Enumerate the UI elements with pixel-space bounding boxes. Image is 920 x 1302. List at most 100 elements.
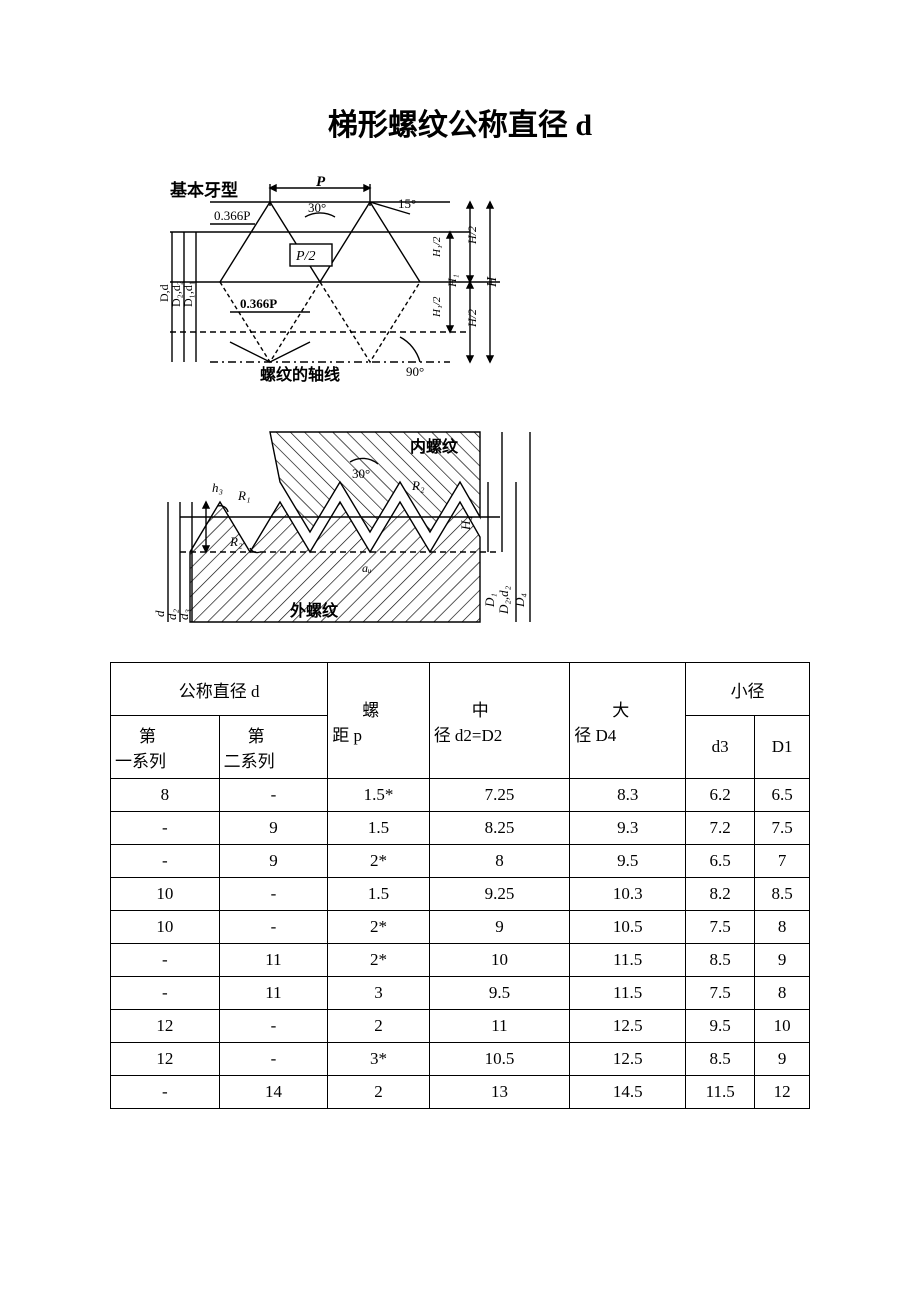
label-inner-thread: 内螺纹 bbox=[410, 437, 459, 456]
label-p-half: P/2 bbox=[295, 249, 315, 264]
table-cell: 11 bbox=[219, 944, 328, 977]
label-h3: h₃ bbox=[212, 480, 223, 495]
table-cell: 8.5 bbox=[686, 1043, 755, 1076]
table-row: 8-1.5*7.258.36.26.5 bbox=[111, 779, 810, 812]
table-cell: 9.5 bbox=[429, 977, 570, 1010]
table-cell: 7.5 bbox=[755, 812, 810, 845]
table-cell: 10.3 bbox=[570, 878, 686, 911]
diagram-thread-section: 内螺纹 外螺纹 30° h₃ R₁ R₂ R₂ H₄ aᵤ d d₂ d₃ D₁… bbox=[110, 422, 570, 642]
table-cell: 9 bbox=[755, 1043, 810, 1076]
table-cell: 9 bbox=[219, 845, 328, 878]
table-cell: 11.5 bbox=[686, 1076, 755, 1109]
table-cell: 2* bbox=[328, 845, 429, 878]
label-D1: D₁ bbox=[482, 593, 497, 608]
table-cell: 8.5 bbox=[686, 944, 755, 977]
table-cell: 10 bbox=[111, 911, 220, 944]
table-row: -1139.511.57.58 bbox=[111, 977, 810, 1010]
label-H1-2-top: H₁/2 bbox=[431, 236, 443, 258]
header-series2: 第 二系列 bbox=[219, 716, 328, 779]
table-cell: 12 bbox=[755, 1076, 810, 1109]
table-row: -112*1011.58.59 bbox=[111, 944, 810, 977]
page-title: 梯形螺纹公称直径 d bbox=[110, 100, 810, 144]
table-cell: - bbox=[219, 779, 328, 812]
table-cell: 9.5 bbox=[686, 1010, 755, 1043]
table-cell: - bbox=[111, 1076, 220, 1109]
table-cell: 10 bbox=[755, 1010, 810, 1043]
table-cell: - bbox=[219, 1010, 328, 1043]
label-outer-thread: 外螺纹 bbox=[289, 601, 339, 620]
label-90deg: 90° bbox=[406, 364, 424, 379]
table-cell: 14 bbox=[219, 1076, 328, 1109]
table-cell: 3 bbox=[328, 977, 429, 1010]
table-cell: - bbox=[111, 845, 220, 878]
table-cell: 14.5 bbox=[570, 1076, 686, 1109]
table-cell: 1.5 bbox=[328, 812, 429, 845]
label-P: P bbox=[316, 174, 326, 190]
table-cell: 3* bbox=[328, 1043, 429, 1076]
table-row: 12-21112.59.510 bbox=[111, 1010, 810, 1043]
table-cell: 8 bbox=[755, 977, 810, 1010]
label-R1: R₁ bbox=[237, 488, 250, 503]
table-cell: 12 bbox=[111, 1010, 220, 1043]
table-cell: 7.5 bbox=[686, 977, 755, 1010]
table-cell: 11.5 bbox=[570, 977, 686, 1010]
table-row: 10-2*910.57.58 bbox=[111, 911, 810, 944]
label-d3: d₃ bbox=[176, 609, 191, 620]
table-cell: 10.5 bbox=[429, 1043, 570, 1076]
header-nominal-d: 公称直径 d bbox=[111, 663, 328, 716]
table-cell: 12 bbox=[111, 1043, 220, 1076]
header-major-dia: 大 径 D4 bbox=[570, 663, 686, 779]
thread-section-svg: 内螺纹 外螺纹 30° h₃ R₁ R₂ R₂ H₄ aᵤ d d₂ d₃ D₁… bbox=[110, 422, 570, 642]
table-header: 公称直径 d 螺 距 p 中 径 d2=D2 大 径 D4 小径 第 bbox=[111, 663, 810, 779]
label-H2-bot: H/2 bbox=[465, 309, 479, 328]
table-cell: 11 bbox=[219, 977, 328, 1010]
table-cell: 9.3 bbox=[570, 812, 686, 845]
thread-data-table: 公称直径 d 螺 距 p 中 径 d2=D2 大 径 D4 小径 第 bbox=[110, 662, 810, 1109]
diagram-basic-profile: 基本牙型 0.366P P 30° 15° P/2 0.366P 螺纹的轴线 9… bbox=[110, 172, 570, 402]
header-D1: D1 bbox=[755, 716, 810, 779]
header-pitch: 螺 距 p bbox=[328, 663, 429, 779]
table-cell: 2* bbox=[328, 911, 429, 944]
label-H1: H₁ bbox=[445, 274, 459, 288]
document-page: 梯形螺纹公称直径 d bbox=[0, 0, 920, 1302]
table-cell: 1.5 bbox=[328, 878, 429, 911]
table-row: 12-3*10.512.58.59 bbox=[111, 1043, 810, 1076]
label-0366p-bot: 0.366P bbox=[240, 296, 277, 311]
table-cell: 10.5 bbox=[570, 911, 686, 944]
table-cell: - bbox=[219, 1043, 328, 1076]
label-0366p-top: 0.366P bbox=[214, 208, 250, 223]
table-cell: 2 bbox=[328, 1076, 429, 1109]
table-cell: 9 bbox=[429, 911, 570, 944]
table-cell: - bbox=[219, 878, 328, 911]
table-cell: - bbox=[111, 812, 220, 845]
label-30deg: 30° bbox=[308, 200, 326, 215]
header-d3: d3 bbox=[686, 716, 755, 779]
table-row: -92*89.56.57 bbox=[111, 845, 810, 878]
table-cell: 11 bbox=[429, 1010, 570, 1043]
table-cell: 12.5 bbox=[570, 1043, 686, 1076]
label-30deg-2: 30° bbox=[352, 466, 370, 481]
table-cell: 8 bbox=[429, 845, 570, 878]
table-cell: 7.5 bbox=[686, 911, 755, 944]
table-cell: 8.3 bbox=[570, 779, 686, 812]
table-row: 10-1.59.2510.38.28.5 bbox=[111, 878, 810, 911]
label-H2-top: H/2 bbox=[465, 226, 479, 245]
header-minor-dia: 小径 bbox=[686, 663, 810, 716]
table-cell: 8 bbox=[111, 779, 220, 812]
table-body: 8-1.5*7.258.36.26.5-91.58.259.37.27.5-92… bbox=[111, 779, 810, 1109]
table-cell: - bbox=[111, 944, 220, 977]
table-cell: 7.25 bbox=[429, 779, 570, 812]
table-cell: 12.5 bbox=[570, 1010, 686, 1043]
table-cell: 9.5 bbox=[570, 845, 686, 878]
table-cell: 2 bbox=[328, 1010, 429, 1043]
basic-profile-svg: 基本牙型 0.366P P 30° 15° P/2 0.366P 螺纹的轴线 9… bbox=[110, 172, 570, 402]
label-15deg: 15° bbox=[398, 196, 416, 211]
table-row: -91.58.259.37.27.5 bbox=[111, 812, 810, 845]
table-cell: 13 bbox=[429, 1076, 570, 1109]
label-basic-profile: 基本牙型 bbox=[169, 180, 238, 200]
table-cell: 6.2 bbox=[686, 779, 755, 812]
table-cell: 9 bbox=[755, 944, 810, 977]
header-mid-dia: 中 径 d2=D2 bbox=[429, 663, 570, 779]
table-cell: - bbox=[111, 977, 220, 1010]
label-D1d1: D₁,d₁ bbox=[181, 281, 195, 307]
